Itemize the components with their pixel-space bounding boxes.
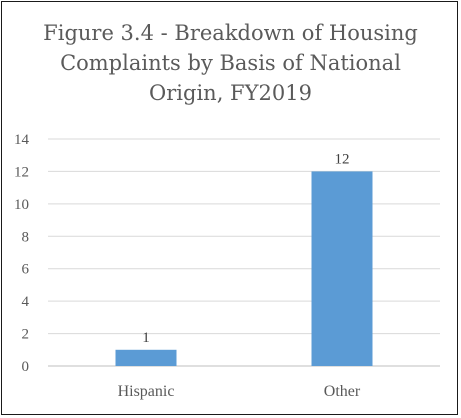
y-tick-label: 4 <box>22 294 30 310</box>
x-tick-label: Hispanic <box>118 383 175 400</box>
chart-title-line: Complaints by Basis of National <box>60 51 401 75</box>
y-tick-label: 2 <box>22 327 30 343</box>
data-label: 12 <box>335 151 350 167</box>
bar <box>311 171 373 366</box>
y-tick-label: 10 <box>14 197 29 213</box>
y-tick-label: 14 <box>14 132 30 148</box>
y-tick-label: 12 <box>14 164 29 180</box>
x-tick-label: Other <box>324 383 361 400</box>
y-tick-label: 6 <box>22 262 30 278</box>
bar <box>115 349 177 366</box>
y-tick-label: 8 <box>22 229 30 245</box>
chart-title: Figure 3.4 - Breakdown of Housing Compla… <box>0 18 461 108</box>
chart-title-line: Figure 3.4 - Breakdown of Housing <box>43 21 418 45</box>
y-tick-label: 0 <box>22 359 30 375</box>
chart-title-line: Origin, FY2019 <box>149 81 312 105</box>
data-label: 1 <box>142 330 150 346</box>
